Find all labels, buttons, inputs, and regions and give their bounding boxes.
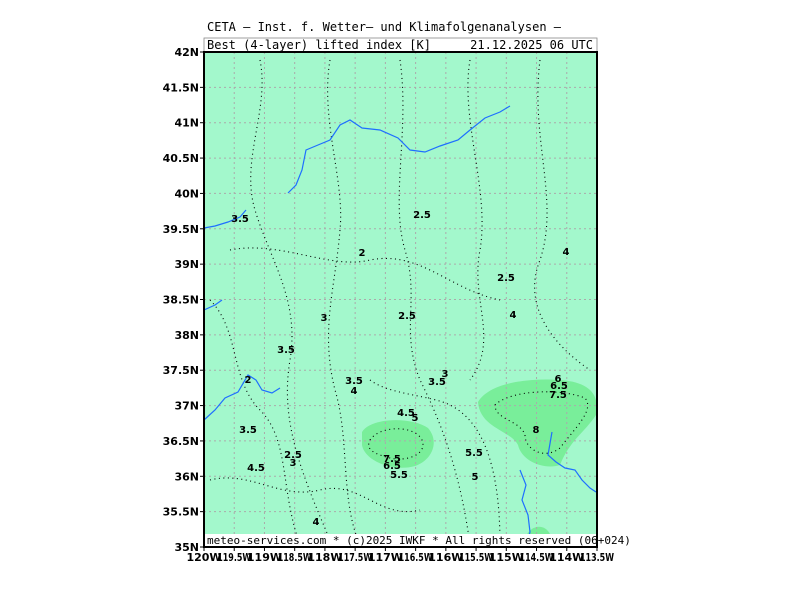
contour-label: 5.5 bbox=[390, 470, 408, 481]
shaded-area bbox=[478, 379, 597, 467]
lon-label: 114W bbox=[549, 551, 584, 564]
lat-label: 38N bbox=[174, 329, 199, 342]
contour-label: 4 bbox=[351, 386, 358, 397]
lon-label: 119W bbox=[247, 551, 282, 564]
contour-label: 2.5 bbox=[284, 450, 302, 461]
contour-label: 4 bbox=[563, 247, 570, 258]
contour-label: 2.5 bbox=[413, 210, 431, 221]
contour-label: 7.5 bbox=[383, 454, 401, 465]
rivers bbox=[203, 105, 597, 548]
footer: meteo-services.com * (c)2025 IWKF * All … bbox=[207, 534, 631, 547]
lon-label: 118.5W bbox=[278, 551, 312, 564]
lon-label: 118W bbox=[307, 551, 342, 564]
lat-label: 40N bbox=[174, 187, 199, 200]
product-name: Best_(4-layer)_lifted_index_[K] bbox=[207, 38, 431, 52]
contour-label: 5.5 bbox=[465, 448, 483, 459]
contour-label: 6.5 bbox=[550, 381, 568, 392]
contour-label: 8 bbox=[533, 425, 540, 436]
river bbox=[547, 431, 597, 493]
lon-label: 117.5W bbox=[338, 551, 372, 564]
lat-label: 41.5N bbox=[163, 81, 199, 94]
lat-label: 36.5N bbox=[163, 435, 199, 448]
contour-line bbox=[467, 59, 485, 381]
lat-label: 42N bbox=[174, 46, 199, 59]
contour-line bbox=[369, 379, 501, 546]
contour-line bbox=[327, 59, 361, 546]
river bbox=[203, 209, 247, 229]
contour-label: 2.5 bbox=[398, 311, 416, 322]
contour-label: 3.5 bbox=[231, 214, 249, 225]
lat-label: 37N bbox=[174, 400, 199, 413]
lon-label: 120W bbox=[186, 551, 221, 564]
valid-time: 21.12.2025 06 UTC bbox=[470, 38, 593, 52]
river bbox=[203, 299, 223, 311]
lon-label: 114.5W bbox=[520, 551, 554, 564]
contour-label: 3.5 bbox=[239, 425, 257, 436]
contours bbox=[209, 59, 591, 546]
lon-label: 116.5W bbox=[399, 551, 433, 564]
contour-label: 3 bbox=[290, 458, 297, 469]
lon-label: 117W bbox=[368, 551, 403, 564]
contour-label: 6 bbox=[555, 374, 562, 385]
contour-label: 7.5 bbox=[549, 390, 567, 401]
lat-label: 37.5N bbox=[163, 364, 199, 377]
contour-label: 3 bbox=[442, 369, 449, 380]
lon-label: 113.5W bbox=[580, 551, 614, 564]
contour-label: 3.5 bbox=[345, 376, 363, 387]
lat-label: 38.5N bbox=[163, 294, 199, 307]
contour-label: 3.5 bbox=[428, 377, 446, 388]
lon-label: 116W bbox=[428, 551, 463, 564]
contour-label: 2.5 bbox=[497, 273, 515, 284]
lat-label: 39.5N bbox=[163, 223, 199, 236]
lat-label: 36N bbox=[174, 470, 199, 483]
footer-box bbox=[204, 534, 597, 547]
river bbox=[203, 374, 281, 421]
contour-label: 2 bbox=[359, 248, 366, 259]
header-title: CETA — Inst. f. Wetter— und Klimafolgena… bbox=[207, 20, 562, 34]
lon-label: 119.5W bbox=[217, 551, 251, 564]
contour-label: 4 bbox=[510, 310, 517, 321]
contour-label: 5 bbox=[412, 413, 419, 424]
contour-label: 4.5 bbox=[247, 463, 265, 474]
lat-label: 35.5N bbox=[163, 506, 199, 519]
lat-label: 35N bbox=[174, 541, 199, 554]
contour-label: 5 bbox=[472, 472, 479, 483]
contour-label: 2 bbox=[245, 375, 252, 386]
lat-label: 40.5N bbox=[163, 152, 199, 165]
contour-line bbox=[209, 299, 301, 546]
lon-label: 115W bbox=[489, 551, 524, 564]
lon-label: 115.5W bbox=[459, 551, 493, 564]
lat-label: 41N bbox=[174, 117, 199, 130]
river bbox=[287, 105, 511, 194]
contour-label: 3 bbox=[321, 313, 328, 324]
contour-label: 3.5 bbox=[277, 345, 295, 356]
lat-label: 39N bbox=[174, 258, 199, 271]
contour-label: 4 bbox=[313, 517, 320, 528]
contour-line bbox=[494, 391, 589, 454]
contour-label: 4.5 bbox=[397, 408, 415, 419]
contour-line bbox=[368, 428, 424, 460]
contour-label: 6.5 bbox=[383, 461, 401, 472]
